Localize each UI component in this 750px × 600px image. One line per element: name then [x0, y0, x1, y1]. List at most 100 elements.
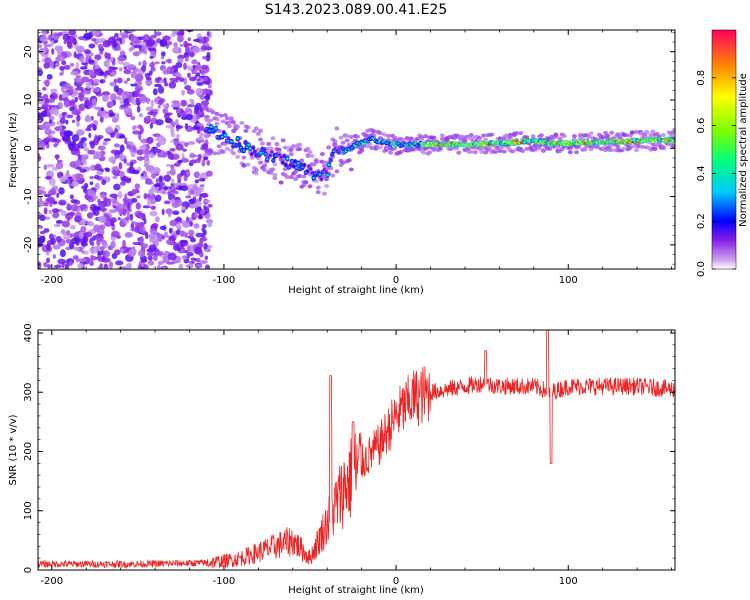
noise-blob	[109, 217, 117, 224]
noise-blob	[189, 204, 196, 209]
ridge-halo	[332, 139, 338, 144]
noise-blob	[60, 210, 67, 216]
noise-blob	[203, 242, 208, 250]
noise-blob	[193, 110, 199, 115]
noise-blob	[162, 107, 169, 115]
noise-blob	[89, 247, 98, 254]
ridge-halo	[266, 141, 272, 146]
noise-blob	[69, 62, 75, 67]
noise-blob	[153, 183, 161, 188]
noise-blob	[199, 251, 204, 258]
ridge-halo	[309, 153, 315, 158]
ridge-core	[324, 170, 328, 173]
noise-blob	[195, 264, 203, 268]
ridge-core	[242, 149, 246, 152]
noise-blob	[48, 98, 55, 103]
ridge-core	[281, 161, 285, 164]
noise-blob	[155, 177, 159, 184]
noise-blob	[196, 139, 205, 143]
noise-blob	[72, 38, 77, 46]
ridge-halo	[282, 167, 288, 172]
noise-blob	[55, 235, 62, 243]
ridge-halo	[644, 129, 650, 134]
noise-blob	[96, 38, 104, 44]
ridge-halo	[319, 152, 325, 157]
noise-blob	[117, 217, 121, 221]
ridge-halo	[235, 124, 241, 129]
ridge-halo	[499, 145, 505, 150]
ridge-halo	[262, 167, 268, 172]
noise-blob	[65, 229, 71, 236]
snr-plot-area	[38, 330, 675, 570]
ridge-halo	[270, 167, 276, 172]
noise-blob	[149, 210, 158, 217]
noise-blob	[129, 161, 134, 168]
noise-blob	[136, 149, 144, 156]
ridge-core	[220, 135, 224, 139]
noise-blob	[111, 230, 120, 238]
ridge-halo	[235, 154, 241, 159]
noise-blob	[125, 177, 132, 184]
noise-blob	[79, 168, 87, 173]
noise-blob	[88, 43, 96, 49]
snr-x-tick-label: -100	[213, 576, 236, 587]
noise-blob	[38, 106, 43, 111]
noise-blob	[119, 171, 125, 177]
noise-blob	[130, 83, 138, 87]
noise-blob	[160, 56, 165, 60]
noise-blob	[137, 213, 144, 219]
snr-x-tick-label: 100	[559, 576, 578, 587]
noise-blob	[52, 211, 60, 219]
noise-blob	[207, 221, 213, 228]
noise-blob	[101, 257, 111, 263]
noise-blob	[169, 168, 176, 176]
noise-blob	[149, 55, 154, 60]
noise-blob	[145, 76, 152, 81]
noise-blob	[149, 62, 155, 69]
ridge-halo	[578, 133, 584, 138]
ridge-halo	[456, 150, 462, 155]
noise-blob	[187, 72, 191, 78]
noise-blob	[81, 241, 88, 247]
noise-blob	[145, 181, 154, 185]
ridge-halo	[476, 137, 482, 142]
ridge-halo	[297, 142, 303, 147]
noise-blob	[122, 91, 130, 96]
noise-blob	[152, 113, 157, 118]
noise-blob	[75, 75, 82, 79]
noise-blob	[97, 202, 105, 208]
noise-blob	[70, 233, 79, 238]
noise-blob	[175, 125, 184, 130]
ridge-halo	[245, 125, 251, 130]
noise-blob	[157, 85, 165, 94]
noise-blob	[76, 166, 82, 170]
ridge-core	[271, 159, 275, 162]
noise-blob	[48, 178, 56, 186]
noise-blob	[93, 87, 101, 93]
noise-blob	[68, 85, 74, 93]
noise-blob	[127, 202, 131, 211]
snr-panel: -200 -100 0 100 0 100 200 300 400 Height of str…	[8, 323, 676, 596]
ridge-halo	[293, 169, 299, 174]
noise-blob	[116, 96, 122, 101]
noise-blob	[169, 219, 177, 227]
noise-blob	[94, 106, 101, 110]
noise-blob	[92, 235, 97, 241]
noise-blob	[61, 111, 68, 116]
ridge-halo	[547, 146, 553, 151]
noise-blob	[55, 162, 64, 170]
noise-blob	[123, 158, 127, 164]
noise-blob	[57, 258, 66, 265]
noise-blob	[64, 263, 69, 269]
ridge-halo	[487, 147, 493, 152]
noise-blob	[44, 79, 50, 87]
ridge-halo	[483, 137, 489, 142]
noise-blob	[76, 129, 85, 136]
noise-blob	[113, 249, 121, 256]
noise-blob	[80, 97, 89, 101]
noise-blob	[58, 199, 67, 206]
noise-blob	[119, 144, 125, 153]
snr-frame	[37, 329, 676, 571]
noise-blob	[99, 116, 104, 123]
noise-blob	[157, 238, 163, 242]
